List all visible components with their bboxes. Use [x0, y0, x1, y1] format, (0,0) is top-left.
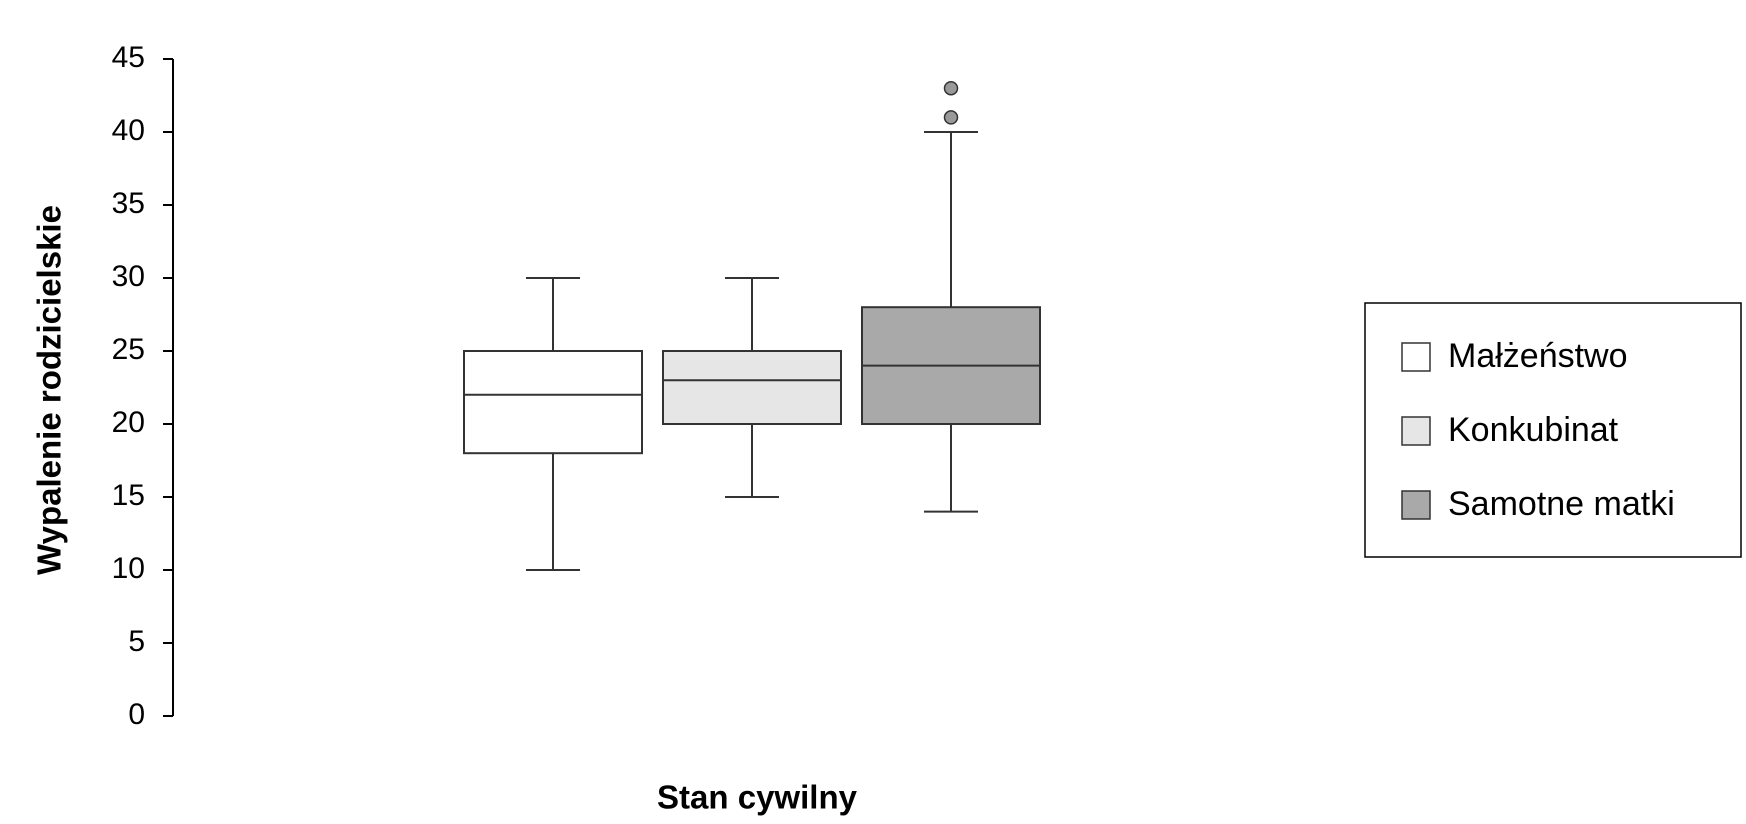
box [662, 350, 842, 425]
legend-swatch [1401, 490, 1431, 520]
x-axis-title: Stan cywilny [657, 779, 858, 816]
legend-label: Samotne matki [1448, 485, 1675, 523]
y-tick-label: 0 [128, 698, 145, 731]
outlier [943, 110, 959, 125]
y-tick-label: 20 [112, 406, 145, 439]
y-tick-label: 10 [112, 552, 145, 585]
y-tick-label: 5 [128, 625, 145, 658]
y-tick-label: 25 [112, 333, 145, 366]
y-tick-label: 40 [112, 114, 145, 147]
legend-swatch [1401, 416, 1431, 446]
y-tick-label: 15 [112, 479, 145, 512]
outlier [943, 80, 959, 96]
y-axis-title: Wypalenie rodzicielskie [31, 205, 68, 575]
y-tick-label: 45 [112, 41, 145, 74]
y-tick-label: 35 [112, 187, 145, 220]
legend-swatch [1401, 342, 1431, 372]
y-tick-label: 30 [112, 260, 145, 293]
legend-label: Małżeństwo [1448, 337, 1628, 375]
box [463, 350, 643, 455]
legend-label: Konkubinat [1448, 411, 1619, 449]
